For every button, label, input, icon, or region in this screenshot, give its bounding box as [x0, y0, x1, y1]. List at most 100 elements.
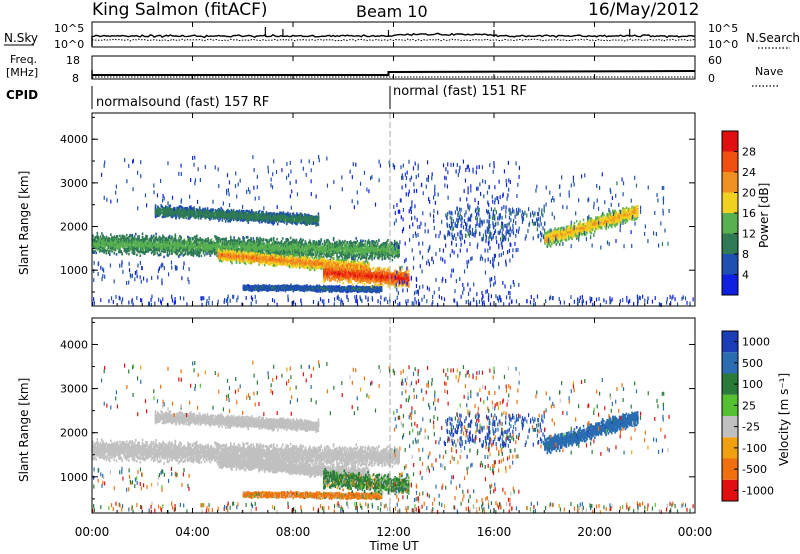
- cpid-segment-2: normal (fast) 151 RF: [393, 84, 527, 99]
- power-cell: [160, 252, 162, 255]
- power-cell: [136, 254, 138, 257]
- power-cell: [138, 235, 140, 238]
- power-cell: [222, 219, 224, 222]
- noise-tick-left-bottom: 10^0: [54, 38, 84, 51]
- power-cell: [398, 251, 400, 254]
- power-cell: [135, 233, 137, 236]
- power-cell: [302, 239, 304, 242]
- power-cell: [95, 252, 97, 255]
- power-cell: [362, 240, 364, 243]
- power-cell: [134, 250, 136, 253]
- power-cell: [367, 253, 369, 256]
- power-cell: [378, 239, 380, 242]
- nave-tick-bottom: 0: [708, 72, 715, 85]
- power-cell: [349, 256, 351, 259]
- power-cell: [180, 236, 182, 239]
- power-cell: [210, 254, 212, 257]
- power-cell: [342, 257, 344, 260]
- power-cell: [233, 209, 235, 212]
- power-cell: [146, 235, 148, 238]
- power-cell: [333, 237, 335, 240]
- power-cell: [139, 254, 141, 257]
- radar-figure: King Salmon (fitACF) Beam 10 16/May/2012…: [0, 0, 800, 554]
- power-cell: [155, 236, 157, 239]
- power-cell: [128, 253, 130, 256]
- power-cell: [398, 254, 400, 257]
- power-cell: [288, 239, 290, 242]
- power-cell: [233, 236, 235, 239]
- power-cell: [344, 240, 346, 243]
- power-cell: [185, 217, 187, 220]
- power-cell: [204, 254, 206, 257]
- power-cell: [371, 258, 373, 261]
- power-cell: [171, 237, 173, 240]
- power-cell: [225, 237, 227, 240]
- power-cell: [239, 238, 241, 241]
- power-cell: [207, 207, 209, 210]
- nsky-trace: [92, 33, 695, 37]
- power-cell: [109, 253, 111, 256]
- power-cell: [250, 237, 252, 240]
- power-cell: [177, 253, 179, 256]
- power-cell: [385, 257, 387, 260]
- power-cell: [312, 253, 314, 256]
- power-cell: [322, 243, 324, 246]
- power-cell: [155, 204, 157, 207]
- power-cell: [169, 252, 171, 255]
- power-cell: [175, 217, 177, 220]
- power-cell: [381, 258, 383, 261]
- nsearch-trace: [92, 39, 695, 41]
- freq-label: Freq.: [10, 53, 37, 66]
- power-cell: [320, 239, 322, 242]
- noise-tick-right-bottom: 10^0: [708, 38, 738, 51]
- power-cell: [106, 236, 108, 239]
- power-cell: [155, 233, 157, 236]
- freq-tick-bottom: 8: [72, 72, 79, 85]
- power-cell: [151, 239, 153, 242]
- power-cell: [175, 233, 177, 236]
- freq-unit-label: [MHz]: [6, 66, 38, 79]
- power-cell: [159, 250, 161, 253]
- power-cell: [116, 253, 118, 256]
- nsky-label: N.Sky: [4, 31, 38, 45]
- noise-tick-right-top: 10^5: [708, 22, 738, 35]
- power-cell: [126, 234, 128, 237]
- power-cell: [113, 252, 115, 255]
- power-cell: [357, 240, 359, 243]
- power-cell: [153, 235, 155, 238]
- power-cell: [110, 233, 112, 236]
- power-cell: [117, 235, 119, 238]
- power-cell: [346, 241, 348, 244]
- noise-tick-left-top: 10^5: [54, 22, 84, 35]
- power-cell: [336, 241, 338, 244]
- power-cell: [169, 235, 171, 238]
- power-cell: [171, 252, 173, 255]
- cpid-label: CPID: [6, 88, 38, 102]
- power-cell: [282, 237, 284, 240]
- power-cell: [296, 239, 298, 242]
- power-cell: [387, 239, 389, 242]
- power-cell: [170, 204, 172, 207]
- power-cell: [225, 220, 227, 223]
- power-cell: [392, 255, 394, 258]
- power-cell: [364, 240, 366, 243]
- power-cell: [392, 259, 394, 262]
- power-cell: [170, 240, 172, 243]
- power-cell: [211, 238, 213, 241]
- power-cell: [121, 253, 123, 256]
- power-cell: [247, 236, 249, 239]
- nave-tick-top: 60: [708, 54, 722, 67]
- power-cell: [132, 234, 134, 237]
- power-cell: [134, 252, 136, 255]
- power-cell: [185, 252, 187, 255]
- power-cell: [253, 237, 255, 240]
- power-cell: [98, 236, 100, 239]
- cpid-segment-1: normalsound (fast) 157 RF: [96, 95, 269, 110]
- power-cell: [119, 235, 121, 238]
- power-cell: [377, 242, 379, 245]
- power-cell: [207, 239, 209, 242]
- power-cell: [354, 258, 356, 261]
- power-cell: [276, 238, 278, 241]
- power-cell: [376, 240, 378, 243]
- power-cell: [201, 255, 203, 258]
